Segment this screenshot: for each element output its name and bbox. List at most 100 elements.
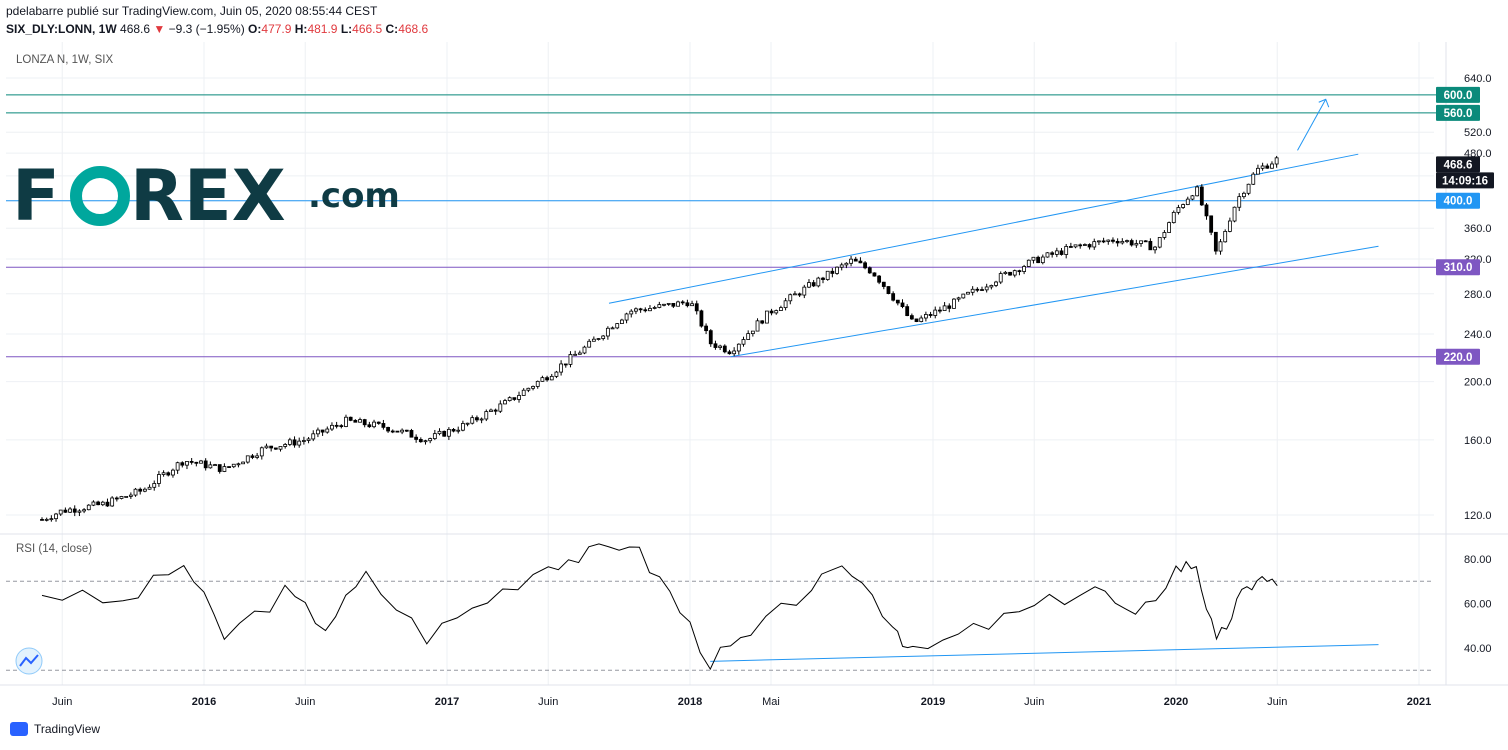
candle-body	[470, 417, 475, 424]
published-line: pdelabarre publié sur TradingView.com, J…	[6, 4, 378, 18]
candle-body	[54, 513, 58, 520]
candle-body	[881, 281, 886, 287]
x-tick-label: Mai	[762, 696, 780, 708]
price-tag	[1436, 104, 1480, 121]
candle-body	[1050, 252, 1055, 255]
candle-body	[652, 307, 657, 309]
price-tag	[1436, 86, 1480, 103]
candle-body	[358, 419, 362, 423]
close-value: 468.6	[398, 22, 429, 36]
candle-body	[839, 264, 844, 268]
candle-body	[1153, 246, 1157, 251]
candle-body	[376, 421, 381, 424]
symbol-ohlc-line: SIX_DLY:LONN, 1W 468.6 ▼ −9.3 (−1.95%) O…	[6, 22, 428, 36]
pane-label: LONZA N, 1W, SIX	[16, 54, 114, 66]
candle-body	[811, 282, 816, 287]
rsi-label: RSI (14, close)	[16, 543, 93, 555]
candle-body	[853, 258, 858, 262]
low-value: 466.5	[352, 22, 383, 36]
high-label: H:	[294, 22, 308, 36]
candle-body	[807, 282, 811, 288]
candle-body	[517, 395, 521, 400]
low-label: L:	[340, 22, 353, 36]
y-tick-label: 200.0	[1464, 377, 1492, 389]
candle-body	[984, 286, 989, 291]
y-tick-label: 120.0	[1464, 510, 1492, 522]
y-tick-label: 520.0	[1464, 127, 1492, 139]
candle-body	[91, 501, 96, 506]
candle-body	[1260, 165, 1265, 169]
candle-body	[1227, 220, 1232, 232]
candle-body	[540, 377, 545, 382]
rsi-line	[41, 543, 1278, 671]
candle-body	[891, 293, 896, 301]
candle-body	[1246, 183, 1251, 194]
candle-body	[1068, 246, 1073, 248]
candle-body	[980, 289, 984, 291]
price-tag	[1436, 259, 1480, 276]
candle-body	[512, 397, 517, 400]
forex-logo: F REX .com	[12, 155, 400, 237]
candle-body	[208, 464, 213, 469]
y-tick-label: 280.0	[1464, 289, 1492, 301]
candle-body	[432, 433, 437, 439]
candle-body	[507, 397, 512, 402]
candle-body	[259, 447, 264, 457]
candle-body	[124, 496, 129, 498]
candle-body	[821, 277, 825, 280]
candle-body	[994, 281, 998, 286]
candle-body	[306, 438, 311, 441]
candle-body	[676, 301, 680, 307]
trend-lines	[608, 98, 1379, 662]
candle-body	[1073, 244, 1078, 248]
candle-body	[886, 286, 891, 295]
candle-body	[760, 320, 765, 324]
candle-body	[797, 293, 802, 296]
candle-body	[44, 518, 49, 521]
candle-body	[1012, 270, 1017, 276]
candle-body	[1181, 204, 1186, 208]
candle-body	[1003, 271, 1008, 274]
candle-body	[909, 315, 914, 320]
candle-body	[867, 267, 872, 274]
candle-body	[213, 464, 217, 466]
candle-body	[905, 306, 910, 317]
rsi-y-tick-label: 40.00	[1464, 643, 1492, 655]
candle-body	[1078, 244, 1083, 247]
candle-body	[1111, 239, 1115, 242]
candle-body	[194, 461, 199, 464]
forex-logo-text: .com	[308, 176, 400, 216]
candle-body	[680, 301, 685, 304]
candle-body	[185, 461, 189, 466]
candle-body	[764, 310, 769, 324]
candle-body	[1242, 192, 1246, 198]
candle-body	[746, 333, 751, 340]
change-arrow-icon: ▼	[153, 22, 166, 36]
candle-body	[105, 501, 110, 507]
candle-body	[1036, 256, 1041, 264]
price-tag	[1436, 172, 1494, 189]
candle-body	[1176, 207, 1181, 213]
candle-body	[1115, 240, 1120, 244]
candle-body	[1059, 250, 1064, 255]
candle-body	[1199, 186, 1204, 206]
candle-body	[461, 423, 465, 431]
candle-body	[231, 463, 236, 468]
candle-body	[180, 462, 185, 466]
candle-body	[895, 299, 900, 304]
y-tick-label: 240.0	[1464, 329, 1492, 341]
candle-body	[554, 371, 559, 377]
candle-body	[442, 430, 447, 437]
candle-body	[919, 317, 924, 322]
candle-body	[82, 509, 86, 512]
footer[interactable]: TradingView	[10, 722, 100, 736]
candle-body	[152, 483, 157, 488]
candle-body	[353, 419, 358, 423]
last-price: 468.6	[120, 22, 151, 36]
candle-body	[241, 461, 245, 465]
candle-body	[278, 446, 283, 450]
close-label: C:	[385, 22, 399, 36]
candle-body	[1125, 240, 1129, 242]
candle-body	[610, 327, 615, 330]
